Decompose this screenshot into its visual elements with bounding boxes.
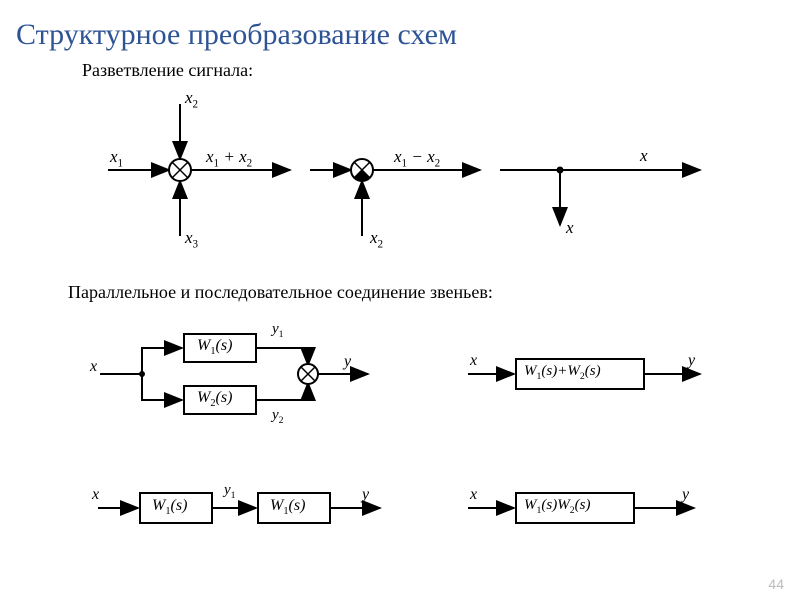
- lbl-W2: W2(s): [197, 389, 232, 409]
- summer-subtract: [310, 159, 480, 236]
- lbl-seq-y: y: [682, 486, 689, 504]
- lbl-par-y: y: [344, 353, 351, 371]
- lbl-W1: W1(s): [197, 337, 232, 357]
- lbl-x-branch: x: [566, 218, 574, 238]
- lbl-peq-x: x: [470, 352, 477, 370]
- lbl-x2-b: x2: [370, 228, 383, 250]
- lbl-peq-y: y: [688, 352, 695, 370]
- summer-3input: [108, 104, 290, 236]
- lbl-diff12: x1 − x2: [394, 147, 440, 169]
- lbl-Wprod: W1(s)W2(s): [524, 497, 590, 516]
- lbl-x2-a: x2: [185, 88, 198, 110]
- lbl-Wsum: W1(s)+W2(s): [524, 363, 601, 382]
- lbl-ser-W1: W1(s): [152, 497, 187, 517]
- lbl-ser-x: x: [92, 486, 99, 504]
- diagram-parallel: [80, 310, 500, 450]
- subtitle-connections: Параллельное и последовательное соединен…: [68, 282, 493, 303]
- diagram-row1: [0, 0, 800, 260]
- lbl-seq-x: x: [470, 486, 477, 504]
- lbl-y2: y2: [272, 407, 284, 426]
- lbl-sum12: x1 + x2: [206, 147, 252, 169]
- lbl-ser-y: y: [362, 486, 369, 504]
- lbl-x3: x3: [185, 228, 198, 250]
- branch-point: [500, 167, 700, 226]
- lbl-ser-W2: W1(s): [270, 497, 305, 517]
- lbl-x1-a: x1: [110, 147, 123, 169]
- lbl-par-x: x: [90, 358, 97, 376]
- lbl-y1: y1: [272, 321, 284, 340]
- page-number: 44: [768, 576, 784, 592]
- diagram-series-eq: [450, 478, 750, 548]
- lbl-ser-y1: y1: [224, 482, 236, 501]
- lbl-x-out: x: [640, 146, 648, 166]
